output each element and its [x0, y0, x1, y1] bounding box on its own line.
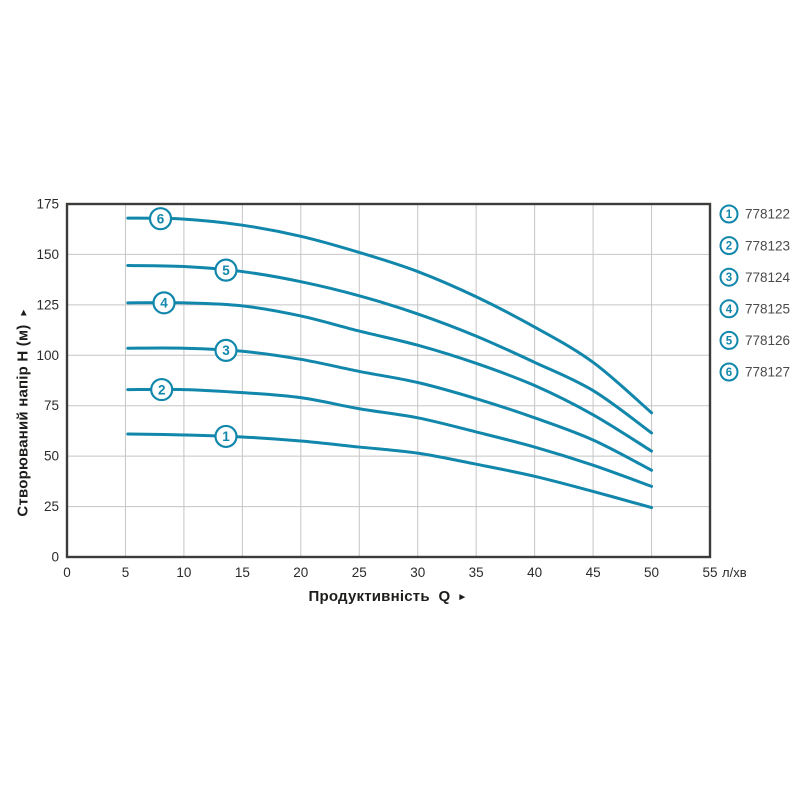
x-tick-label: 5: [122, 565, 130, 580]
legend-item-778125: 4 778125: [719, 299, 790, 319]
curve-label-circle: [152, 291, 176, 315]
up-arrow-icon: ►: [18, 307, 30, 318]
y-tick-label: 0: [51, 550, 59, 565]
y-tick-label: 125: [36, 297, 59, 312]
curve-label-circle: [214, 338, 238, 363]
x-tick-label: 50: [644, 565, 659, 580]
legend-code: 778127: [745, 365, 790, 380]
pump-curve-3: [126, 346, 654, 472]
legend-number: 4: [726, 304, 733, 316]
legend-number: 3: [726, 272, 732, 284]
curve-label-5: 5: [214, 258, 238, 282]
curve-label-4: 4: [152, 291, 176, 315]
legend-item-778126: 5 778126: [719, 330, 790, 350]
plot-frame: [65, 202, 712, 559]
x-axis-title: Продуктивність Q ►: [309, 588, 468, 605]
legend-item-778122: 1 778122: [719, 204, 790, 224]
y-axis-title: Створюваний напір H (м) ►: [15, 307, 32, 516]
legend-code: 778123: [745, 238, 790, 253]
y-tick-label: 75: [44, 398, 59, 413]
legend-number: 5: [726, 335, 733, 347]
legend-number-circle: [719, 267, 739, 287]
y-axis-title-label: Створюваний напір H (м): [14, 324, 32, 517]
right-arrow-icon: ►: [457, 592, 468, 603]
x-tick-label: 30: [410, 565, 425, 580]
x-tick-label: 0: [63, 565, 71, 580]
curve-label-circle: [214, 258, 238, 282]
curve-label-number: 3: [222, 343, 230, 358]
legend-code: 778122: [745, 207, 790, 222]
curve-label-circle: [150, 377, 174, 402]
x-tick-label: 45: [586, 565, 601, 580]
curve-label-number: 2: [158, 382, 166, 397]
legend-number-circle: [719, 204, 739, 224]
curve-label-number: 6: [157, 211, 165, 226]
pump-curve-6: [126, 216, 654, 415]
legend-number: 2: [726, 241, 732, 253]
legend-number-circle: [719, 236, 739, 256]
pump-curve-1: [126, 432, 654, 510]
curve-label-2: 2: [150, 377, 174, 402]
pump-curve-4: [126, 301, 654, 453]
curve-label-number: 4: [160, 296, 168, 311]
x-tick-label: 55: [702, 565, 717, 580]
legend-code: 778124: [745, 270, 791, 285]
curve-label-number: 1: [222, 429, 230, 444]
curve-label-6: 6: [148, 207, 173, 231]
curve-label-circle: [148, 207, 173, 231]
legend-number-circle: [719, 362, 739, 382]
curve-label-3: 3: [214, 338, 238, 363]
legend-item-778127: 6 778127: [719, 362, 790, 382]
legend-number-circle: [719, 330, 739, 350]
x-tick-label: 15: [235, 565, 250, 580]
x-tick-label: 40: [527, 565, 542, 580]
x-tick-label: 10: [176, 565, 191, 580]
y-tick-label: 25: [44, 499, 59, 514]
y-tick-label: 150: [36, 247, 59, 262]
legend-item-778123: 2 778123: [719, 236, 790, 256]
legend-code: 778125: [745, 302, 790, 317]
curve-label-circle: [214, 424, 238, 449]
grid: [67, 204, 710, 557]
y-tick-label: 50: [44, 449, 59, 464]
y-tick-label: 100: [36, 348, 59, 363]
legend-code: 778126: [745, 333, 790, 348]
x-axis-unit: л/хв: [722, 565, 747, 580]
curve-label-1: 1: [214, 424, 238, 449]
x-tick-label: 25: [352, 565, 367, 580]
curve-label-number: 5: [222, 263, 230, 278]
x-tick-label: 35: [469, 565, 484, 580]
x-axis-title-label: Продуктивність Q: [308, 588, 451, 605]
pump-curve-2: [126, 387, 654, 488]
legend-item-778124: 3 778124: [719, 267, 791, 287]
legend-number-circle: [719, 299, 739, 319]
x-tick-label: 20: [293, 565, 308, 580]
legend-number: 6: [726, 367, 732, 379]
legend-number: 1: [726, 209, 733, 221]
y-tick-label: 175: [36, 197, 59, 212]
